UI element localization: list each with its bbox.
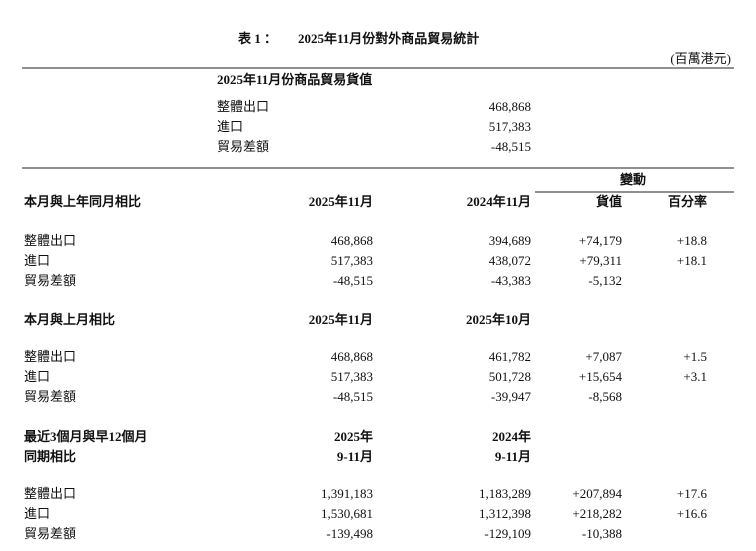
column-heading: 貨值 [596,194,622,209]
row-label: 貿易差額 [24,389,76,404]
cell: -139,498 [326,526,373,541]
cell: 438,072 [489,253,531,268]
row-label: 整體出口 [24,486,76,501]
cell: -48,515 [333,273,373,288]
cell: 517,383 [331,253,373,268]
row-label: 貿易差額 [217,139,269,154]
column-heading: 2025年11月 [309,194,373,209]
column-heading: 百分率 [668,194,707,209]
row-label: 整體出口 [24,349,76,364]
cell: +3.1 [683,369,707,384]
cell: 1,312,398 [479,506,531,521]
cell: 468,868 [331,233,373,248]
section-heading: 本月與上年同月相比 [24,194,141,209]
cell: +15,654 [579,369,623,384]
title-label: 表 1 ： [237,31,277,46]
cell: +18.8 [677,233,707,248]
cell: 468,868 [489,99,531,114]
cell: +18.1 [677,253,707,268]
column-heading: 2025年 [334,429,373,444]
column-heading: 2024年11月 [467,194,531,209]
cell: -5,132 [588,273,622,288]
column-heading: 2024年 [492,429,531,444]
cell: 1,530,681 [321,506,373,521]
row-label: 進口 [24,253,50,268]
cell: -129,109 [484,526,531,541]
section-heading: 最近3個月與早12個月 [24,429,148,444]
column-heading: 2025年11月 [309,312,373,327]
cell: 468,868 [331,349,373,364]
cell: +218,282 [572,506,622,521]
cell: -39,947 [491,389,532,404]
cell: 461,782 [489,349,531,364]
summary-heading: 2025年11月份商品貿易貨值 [217,72,372,87]
cell: +7,087 [585,349,622,364]
cell: -48,515 [491,139,531,154]
row-label: 整體出口 [24,233,76,248]
column-heading: 2025年10月 [466,312,531,327]
cell: 517,383 [489,119,531,134]
cell: +207,894 [572,486,622,501]
cell: -10,388 [582,526,622,541]
cell: 1,183,289 [479,486,531,501]
row-label: 進口 [24,369,50,384]
row-label: 貿易差額 [24,273,76,288]
cell: +17.6 [677,486,708,501]
title: 2025年11月份對外商品貿易統計 [298,31,479,46]
column-heading: 9-11月 [495,449,531,464]
cell: +16.6 [677,506,708,521]
cell: -43,383 [491,273,531,288]
cell: 517,383 [331,369,373,384]
row-label: 貿易差額 [24,526,76,541]
cell: 394,689 [489,233,531,248]
section-heading: 同期相比 [24,449,76,464]
row-label: 進口 [24,506,50,521]
cell: -8,568 [588,389,622,404]
row-label: 整體出口 [217,99,269,114]
column-heading: 9-11月 [337,449,373,464]
cell: -48,515 [333,389,373,404]
row-label: 進口 [217,119,243,134]
cell: 501,728 [489,369,531,384]
cell: +79,311 [579,253,622,268]
change-heading: 變動 [620,172,646,187]
cell: 1,391,183 [321,486,373,501]
unit: (百萬港元) [670,51,731,66]
cell: +74,179 [579,233,622,248]
section-heading: 本月與上月相比 [24,312,115,327]
cell: +1.5 [683,349,707,364]
